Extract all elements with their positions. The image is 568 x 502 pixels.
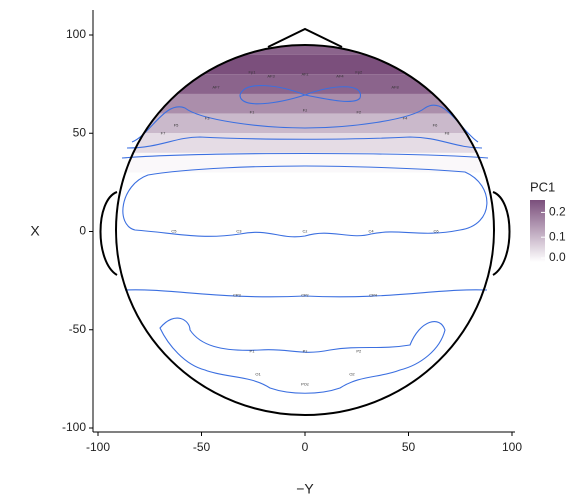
electrode-label: POz <box>301 382 309 387</box>
head-outline <box>115 44 495 416</box>
contour <box>122 165 488 238</box>
electrode-label: O1 <box>255 372 261 377</box>
electrode-label: Fp1 <box>249 70 257 75</box>
heat-band <box>116 133 494 153</box>
electrode-label: P1 <box>250 348 256 353</box>
electrode-label: C4 <box>368 229 374 234</box>
legend-title: PC1 <box>530 179 555 194</box>
right-ear <box>492 191 511 276</box>
y-tick-label: 100 <box>66 27 86 41</box>
heat-band <box>116 45 494 55</box>
electrode-label: CP3 <box>233 293 242 298</box>
electrode-label: AF3 <box>267 74 275 79</box>
contours <box>121 84 489 394</box>
electrode-label: F4 <box>403 116 408 121</box>
electrode-label: Fz <box>303 108 307 113</box>
contour <box>124 289 488 298</box>
x-tick-label: -100 <box>86 440 110 454</box>
heat-band <box>116 74 494 94</box>
electrode-label: F7 <box>161 131 166 136</box>
x-tick-label: 100 <box>502 440 522 454</box>
legend-tick-label: 0.1 <box>549 229 566 243</box>
electrode-label: AF4 <box>336 74 344 79</box>
x-tick-label: 0 <box>302 440 309 454</box>
electrode-label: F8 <box>445 131 450 136</box>
electrode-label: C5 <box>171 229 177 234</box>
heat-band <box>116 93 494 114</box>
x-tick-label: 50 <box>402 440 416 454</box>
electrode-label: AF7 <box>212 85 220 90</box>
contour <box>121 152 489 159</box>
legend-colorbar <box>530 200 545 262</box>
nose <box>267 27 343 48</box>
electrode-label: Cz <box>303 229 308 234</box>
electrode-label: F3 <box>205 116 210 121</box>
legend-tick-label: 0.2 <box>549 205 566 219</box>
heat-band <box>116 172 494 193</box>
electrode-label: C3 <box>236 229 242 234</box>
electrode-label: C6 <box>433 229 439 234</box>
left-ear <box>99 191 118 276</box>
x-tick-label: -50 <box>193 440 211 454</box>
legend-tick-label: 0.0 <box>549 250 566 264</box>
y-tick-label: 0 <box>79 224 86 238</box>
electrode-label: F6 <box>433 123 438 128</box>
y-axis-label: X <box>30 223 40 239</box>
contour <box>159 317 446 394</box>
electrode-label: P2 <box>356 348 362 353</box>
electrode-label: AF8 <box>391 85 399 90</box>
head <box>99 27 511 416</box>
contour <box>126 136 483 149</box>
electrode-label: AFz <box>301 72 308 77</box>
electrode-label: F2 <box>356 109 361 114</box>
electrode-label: F5 <box>174 123 179 128</box>
y-tick-label: 50 <box>73 125 87 139</box>
electrode-label: Pz <box>303 348 308 353</box>
contour <box>131 104 479 143</box>
electrode-label: CP4 <box>369 293 378 298</box>
electrode-label: CPz <box>301 293 309 298</box>
y-tick-label: -100 <box>62 420 86 434</box>
electrode-label: F1 <box>250 109 255 114</box>
contour <box>239 84 361 105</box>
electrode-label: O2 <box>349 372 355 377</box>
x-axis-label: −Y <box>296 481 314 497</box>
y-tick-label: -50 <box>69 322 87 336</box>
electrode-label: Fp2 <box>355 69 363 74</box>
